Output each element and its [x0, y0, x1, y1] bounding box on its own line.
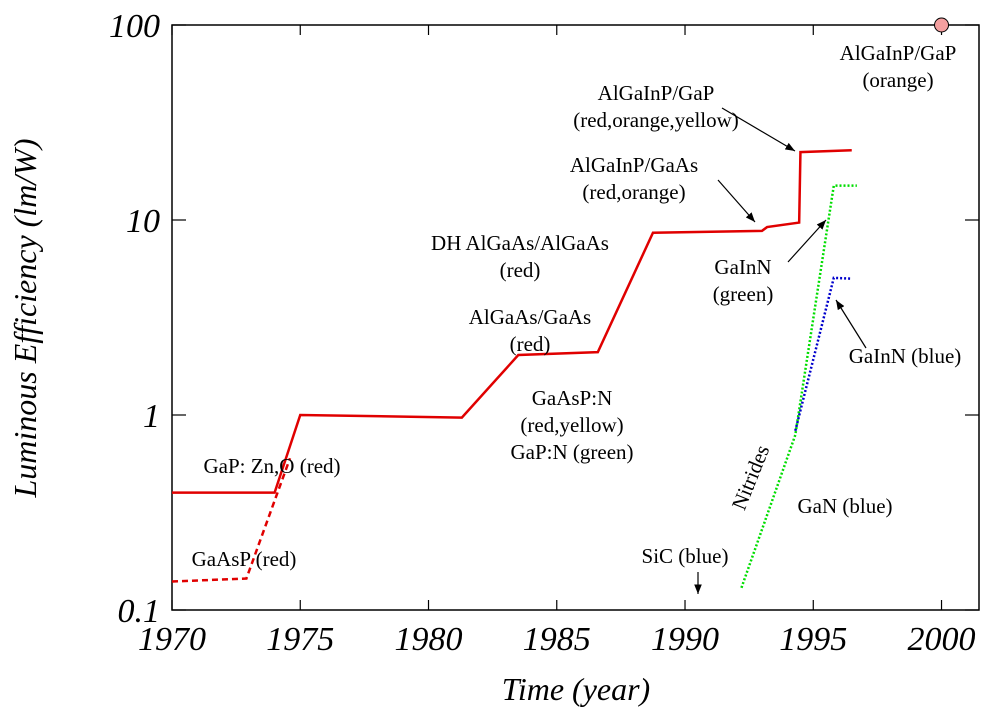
x-axis-title: Time (year) — [502, 671, 650, 707]
plot-frame — [171, 24, 980, 611]
annotation: GaInN — [714, 255, 771, 279]
line-series — [794, 276, 852, 432]
line-series — [171, 457, 292, 583]
x-tick-label: 1985 — [523, 621, 591, 658]
annotation: GaAsP (red) — [192, 547, 297, 571]
annotation: AlGaInP/GaP — [840, 41, 957, 65]
line-series — [740, 184, 857, 589]
annotation: (red) — [510, 332, 551, 356]
y-tick-label: 1 — [143, 398, 160, 435]
x-tick-label: 1970 — [138, 621, 206, 658]
annotation: AlGaInP/GaP — [598, 81, 715, 105]
annotation: (orange) — [862, 68, 933, 92]
annotation: GaP:N (green) — [510, 440, 633, 464]
y-tick-label: 0.1 — [118, 593, 161, 630]
annotation: GaAsP:N — [532, 386, 613, 410]
annotation: GaN (blue) — [797, 494, 892, 518]
point — [934, 17, 950, 33]
annotation: AlGaAs/GaAs — [469, 305, 591, 329]
y-axis-title: Luminous Efficiency (lm/W) — [7, 138, 43, 498]
y-tick-label: 100 — [109, 8, 160, 45]
annotation: (red,yellow) — [520, 413, 623, 437]
annotation: (green) — [713, 282, 774, 306]
x-tick-label: 1990 — [651, 621, 719, 658]
y-tick-label: 10 — [126, 203, 160, 240]
annotation: DH AlGaAs/AlGaAs — [431, 231, 609, 255]
annotation: SiC (blue) — [642, 544, 729, 568]
annotation: AlGaInP/GaAs — [570, 153, 698, 177]
x-tick-label: 2000 — [908, 621, 976, 658]
x-tick-label: 1980 — [395, 621, 463, 658]
annotation: (red,orange) — [582, 180, 685, 204]
annotation: Nitrides — [727, 442, 775, 514]
annotation: (red,orange,yellow) — [573, 108, 739, 132]
arrows — [694, 107, 867, 594]
x-tick-label: 1975 — [266, 621, 334, 658]
annotation: GaInN (blue) — [849, 344, 962, 368]
line-series — [172, 148, 852, 494]
annotation: (red) — [500, 258, 541, 282]
x-tick-label: 1995 — [779, 621, 847, 658]
annotation: GaP: Zn,O (red) — [203, 454, 340, 478]
